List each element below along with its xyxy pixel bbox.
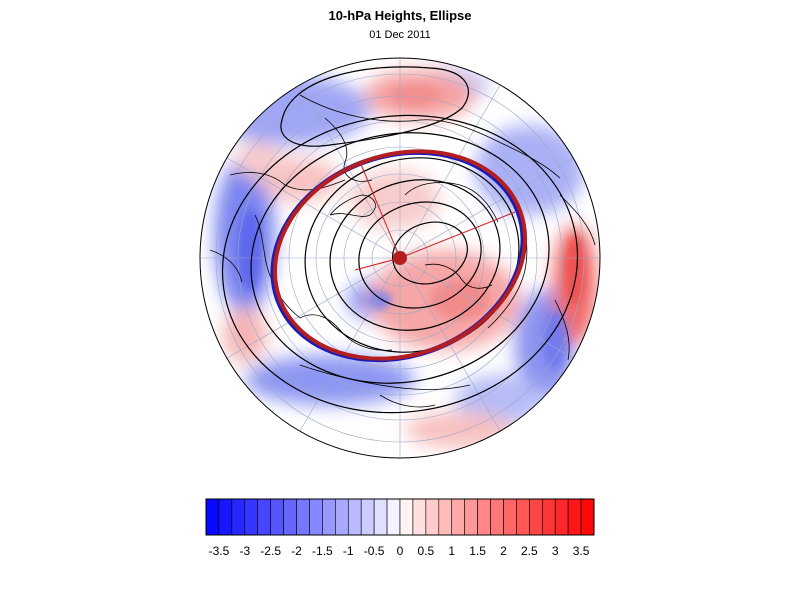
colorbar-box <box>347 498 362 536</box>
colorbar-tick-label: 3.5 <box>573 544 590 558</box>
colorbar-tick-label: -3.5 <box>209 544 230 558</box>
colorbar-tick-label: -1 <box>343 544 354 558</box>
colorbar-box <box>580 498 595 536</box>
colorbar-box <box>451 498 465 536</box>
colorbar-box <box>335 498 349 536</box>
colorbar-tick-label: 3 <box>552 544 559 558</box>
colorbar-box <box>218 498 233 536</box>
map-title: 10-hPa Heights, Ellipse <box>328 8 472 23</box>
colorbar-box <box>412 498 427 536</box>
colorbar-box <box>360 498 375 536</box>
colorbar-tick-label: 1 <box>448 544 455 558</box>
anomaly-field-detail <box>238 85 585 370</box>
colorbar-tick-label: -2 <box>291 544 302 558</box>
colorbar-box <box>464 498 478 536</box>
colorbar-box <box>386 498 401 536</box>
colorbar-box <box>477 498 491 536</box>
colorbar-box <box>554 498 569 536</box>
colorbar-box <box>309 498 323 536</box>
ellipse-red <box>272 149 528 361</box>
colorbar-tick-label: 2.5 <box>521 544 538 558</box>
colorbar-tick-label: 0.5 <box>418 544 435 558</box>
colorbar-box <box>438 498 453 536</box>
ellipse-axis-extension <box>354 257 401 271</box>
map-border <box>199 57 601 459</box>
colorbar-box <box>373 498 388 536</box>
ellipse-minor-axis <box>359 161 401 259</box>
colorbar-box <box>503 498 517 536</box>
colorbar-tick-label: -2.5 <box>260 544 281 558</box>
colorbar-tick-label: 1.5 <box>469 544 486 558</box>
colorbar-box <box>425 498 440 536</box>
ellipse-center <box>393 251 407 265</box>
polar-map <box>199 57 601 459</box>
colorbar-box <box>296 498 310 536</box>
ellipse-major-axis <box>399 211 516 259</box>
colorbar-labels: -3.5 -3 -2.5 -2 -1.5 -1 -0.5 0 0.5 1 1.5 2 2.5 3 3.5 <box>209 544 590 558</box>
colorbar-box <box>205 498 220 536</box>
colorbar-box <box>541 498 556 536</box>
colorbar-tick-label: 2 <box>500 544 507 558</box>
colorbar-frame <box>205 498 595 536</box>
colorbar-boxes <box>205 498 595 536</box>
colorbar-tick-label: -3 <box>239 544 250 558</box>
colorbar-box <box>257 498 271 536</box>
colorbar-box <box>567 498 582 536</box>
colorbar-box <box>490 498 504 536</box>
colorbar-box <box>244 498 259 536</box>
colorbar-tick-label: -0.5 <box>364 544 385 558</box>
colorbar-box <box>231 498 246 536</box>
map-date: 01 Dec 2011 <box>369 29 431 41</box>
colorbar-tick-label: 0 <box>397 544 404 558</box>
fitted-ellipses <box>270 149 528 363</box>
colorbar-tick-label: -1.5 <box>312 544 333 558</box>
colorbar-box <box>270 498 284 536</box>
colorbar-box <box>516 498 530 536</box>
colorbar-box <box>283 498 297 536</box>
colorbar-box <box>399 498 414 536</box>
colorbar-box <box>529 498 543 536</box>
colorbar-box <box>322 498 336 536</box>
